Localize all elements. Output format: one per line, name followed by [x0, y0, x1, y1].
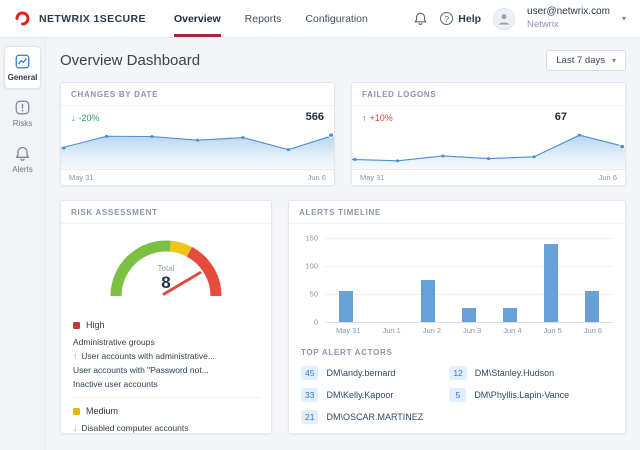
count-badge: 5 — [449, 388, 467, 402]
time-range-select[interactable]: Last 7 days ▾ — [546, 50, 626, 71]
x-axis-label: Jun 2 — [422, 326, 442, 335]
x-axis-label: Jun 5 — [543, 326, 562, 335]
alert-actor[interactable]: 5 DM\Phyllis.Lapin-Vance — [449, 388, 569, 402]
top-alert-actors-title: TOP ALERT ACTORS — [301, 348, 393, 357]
count-badge: 21 — [301, 410, 319, 424]
top-bar: NETWRIX 1SECURE Overview Reports Configu… — [0, 0, 640, 38]
trend-up-icon: ↑ — [362, 112, 367, 123]
main-content: Overview Dashboard Last 7 days ▾ CHANGES… — [46, 38, 640, 450]
nav-item-reports[interactable]: Reports — [244, 12, 282, 25]
help-icon: ? — [440, 12, 454, 25]
failed-logons-peak-value: 67 — [554, 111, 567, 123]
risk-assessment-card: RISK ASSESSMENT Total 8 High — [60, 200, 272, 434]
high-risk-list: Administrative groups ↑ User accounts wi… — [73, 335, 261, 391]
y-axis: 150 100 50 0 — [305, 233, 318, 327]
count-badge: 33 — [301, 388, 319, 402]
avatar[interactable] — [493, 7, 516, 30]
chevron-down-icon: ▾ — [611, 56, 616, 65]
high-risk-legend: High — [73, 320, 261, 330]
risk-warning-icon — [15, 100, 30, 115]
alert-actor[interactable]: 12 DM\Stanley.Hudson — [449, 366, 569, 380]
brand[interactable]: NETWRIX 1SECURE — [14, 0, 146, 37]
user-menu[interactable]: user@netwrix.com Netwrix — [527, 6, 610, 30]
sidebar-item-alerts[interactable]: Alerts — [4, 138, 41, 181]
x-axis-end-label: Jun 6 — [598, 173, 617, 182]
page-title: Overview Dashboard — [60, 52, 201, 69]
trend-down-icon: ↓ — [71, 112, 76, 123]
sidebar-item-general[interactable]: General — [4, 46, 41, 89]
trend-arrow-icon: ↓ — [73, 423, 78, 433]
count-badge: 12 — [449, 366, 467, 380]
sidebar-item-risks[interactable]: Risks — [4, 92, 41, 135]
gauge-arc — [101, 232, 231, 311]
alert-actor[interactable]: 45 DM\andy.bernard — [301, 366, 423, 380]
x-axis: May 31 Jun 1 Jun 2 Jun 3 Jun 4 Jun 5 Jun 6 — [325, 322, 613, 335]
risk-item[interactable]: User accounts with "Password not... — [73, 365, 209, 375]
count-badge: 45 — [301, 366, 319, 380]
card-title-failed-logons: FAILED LOGONS — [352, 83, 625, 106]
bar-chart-plot — [325, 238, 613, 323]
risk-item[interactable]: Inactive user accounts — [73, 379, 158, 389]
divider — [73, 397, 261, 398]
x-axis-start-label: May 31 — [360, 173, 385, 182]
x-axis-label: Jun 4 — [503, 326, 522, 335]
alert-actor[interactable]: 33 DM\Kelly.Kapoor — [301, 388, 423, 402]
line-chart-icon — [15, 54, 30, 69]
user-icon — [498, 13, 510, 25]
alert-actor[interactable]: 21 DM\OSCAR.MARTINEZ — [301, 410, 423, 424]
bell-icon — [15, 146, 30, 161]
alerts-timeline-card: ALERTS TIMELINE 150 100 50 0 May 31 Jun 1 Jun… — [288, 200, 626, 434]
changes-total-value: 566 — [305, 111, 324, 123]
card-title-alerts: ALERTS TIMELINE — [289, 201, 625, 224]
header-actions: ? Help user@netwrix.com Netwrix ▾ — [413, 0, 626, 37]
x-axis-start-label: May 31 — [69, 173, 94, 182]
x-axis-label: May 31 — [335, 326, 361, 335]
medium-risk-swatch — [73, 407, 80, 415]
changes-area-chart — [61, 125, 334, 169]
risk-gauge: Total 8 — [101, 232, 231, 306]
main-nav: Overview Reports Configuration — [173, 0, 368, 37]
trend-arrow-icon: ↑ — [73, 351, 78, 361]
alerts-bars — [325, 238, 613, 322]
brand-name: NETWRIX 1SECURE — [39, 12, 146, 25]
trend-delta-failed: ↑ +10% — [362, 112, 393, 123]
notifications-bell-icon[interactable] — [413, 11, 428, 26]
gauge-total-value: 8 — [161, 273, 171, 293]
risk-item[interactable]: ↑ User accounts with administrative... — [73, 351, 215, 361]
card-title-risk: RISK ASSESSMENT — [61, 201, 271, 224]
nav-item-overview[interactable]: Overview — [173, 0, 221, 37]
x-axis-label: Jun 6 — [583, 326, 603, 335]
risk-item[interactable]: Administrative groups — [73, 337, 155, 347]
changes-by-date-card: CHANGES BY DATE ↓ -20% 566 May 31 Jun 6 — [60, 82, 335, 186]
x-axis-label: Jun 1 — [382, 326, 401, 335]
risk-item[interactable]: ↓ Disabled computer accounts — [73, 423, 189, 433]
alert-actors-list: 45 DM\andy.bernard 33 DM\Kelly.Kapoor 21 — [301, 366, 613, 424]
failed-logons-card: FAILED LOGONS ↑ +10% 67 May 31 Jun 6 — [351, 82, 626, 186]
x-axis-end-label: Jun 6 — [307, 173, 326, 182]
nav-item-configuration[interactable]: Configuration — [305, 12, 368, 25]
high-risk-swatch — [73, 321, 80, 329]
x-axis-label: Jun 3 — [462, 326, 482, 335]
card-title-changes: CHANGES BY DATE — [61, 83, 334, 106]
sidebar: General Risks Alerts — [0, 38, 46, 450]
failed-logons-area-chart — [352, 125, 625, 169]
help-button[interactable]: ? Help — [440, 12, 481, 25]
netwrix-logo-icon — [15, 11, 30, 26]
medium-risk-list: ↓ Disabled computer accounts — [73, 421, 261, 435]
user-org: Netwrix — [527, 18, 559, 30]
chevron-down-icon[interactable]: ▾ — [621, 14, 626, 23]
user-email: user@netwrix.com — [527, 6, 610, 18]
trend-delta-changes: ↓ -20% — [71, 112, 100, 123]
gauge-total-label: Total — [157, 264, 175, 273]
medium-risk-legend: Medium — [73, 406, 261, 416]
